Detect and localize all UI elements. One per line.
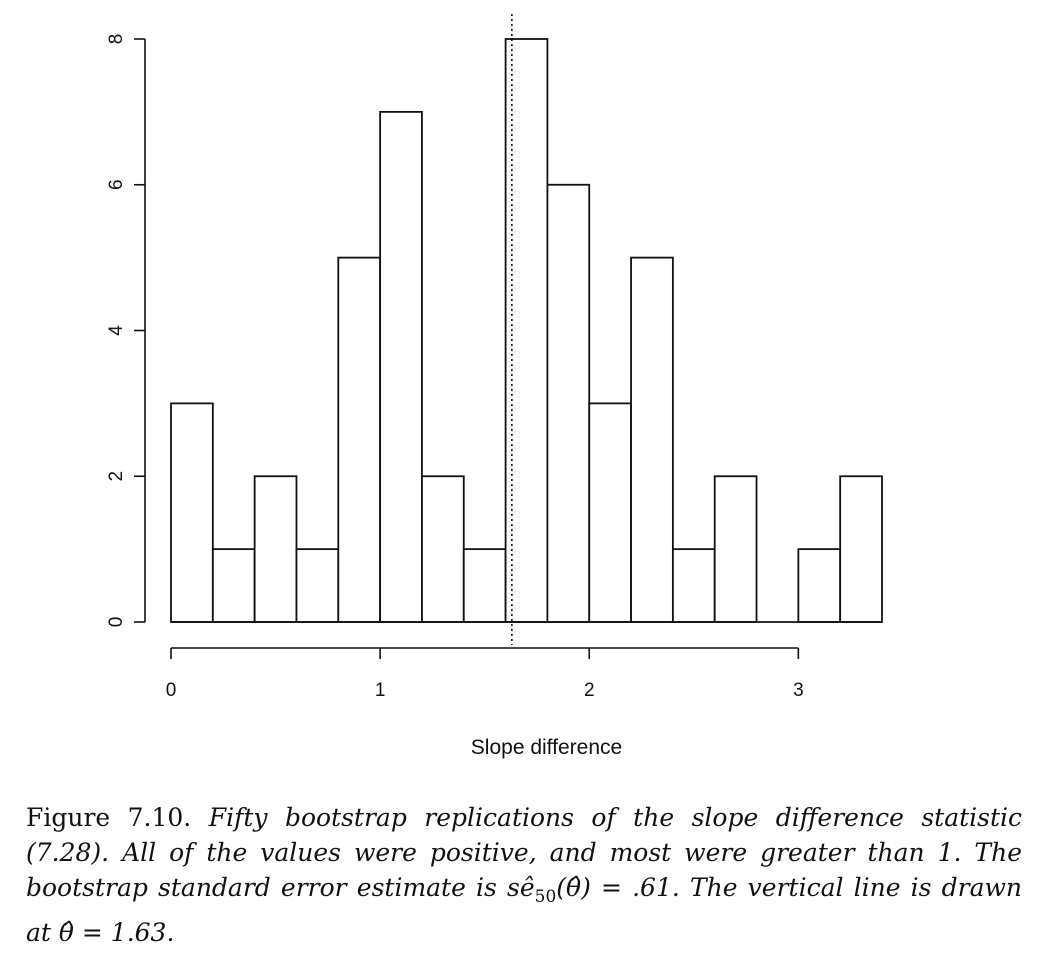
histogram-bar bbox=[546, 183, 591, 623]
histogram-bar bbox=[211, 548, 256, 623]
histogram-bar bbox=[295, 548, 340, 623]
y-tick-label: 8 bbox=[106, 34, 127, 45]
histogram-bar bbox=[713, 475, 758, 623]
caption-se-symbol: sê bbox=[507, 873, 535, 902]
y-tick-label: 2 bbox=[106, 471, 127, 482]
x-tick-label: 0 bbox=[166, 680, 177, 701]
histogram-bar bbox=[671, 548, 716, 623]
figure-caption: Figure 7.10. Fifty bootstrap replication… bbox=[26, 800, 1022, 950]
histogram-bar bbox=[337, 256, 382, 623]
x-tick-label: 1 bbox=[375, 680, 386, 701]
histogram-bar bbox=[253, 475, 298, 623]
x-axis: 0 1 2 3 bbox=[166, 647, 804, 701]
histogram-bar bbox=[421, 475, 465, 623]
histogram-bar bbox=[462, 548, 507, 623]
histogram-bar bbox=[797, 548, 842, 623]
caption-label: Figure 7.10. bbox=[26, 803, 192, 832]
caption-se-subscript: 50 bbox=[534, 887, 557, 907]
y-tick-label: 4 bbox=[106, 325, 127, 336]
histogram-chart: 0 2 4 6 8 0 1 2 3 Slope difference bbox=[106, 14, 883, 759]
x-tick-label: 2 bbox=[584, 680, 595, 701]
histogram-bar bbox=[588, 402, 632, 623]
y-axis: 0 2 4 6 8 bbox=[106, 34, 146, 628]
x-tick-label: 3 bbox=[793, 680, 804, 701]
y-tick-label: 0 bbox=[106, 617, 127, 628]
histogram-bar bbox=[379, 110, 423, 623]
histogram-bar bbox=[839, 475, 883, 623]
y-tick-label: 6 bbox=[106, 179, 127, 190]
caption-body-part1: Fifty bootstrap replications of the slop… bbox=[26, 803, 1023, 902]
histogram-bar bbox=[170, 402, 214, 623]
x-axis-title: Slope difference bbox=[471, 736, 622, 759]
histogram-bars bbox=[170, 38, 883, 623]
histogram-bar bbox=[630, 256, 674, 623]
caption-body-part2: (θ̂) = .61. The vertical line is drawn a… bbox=[26, 873, 1023, 947]
